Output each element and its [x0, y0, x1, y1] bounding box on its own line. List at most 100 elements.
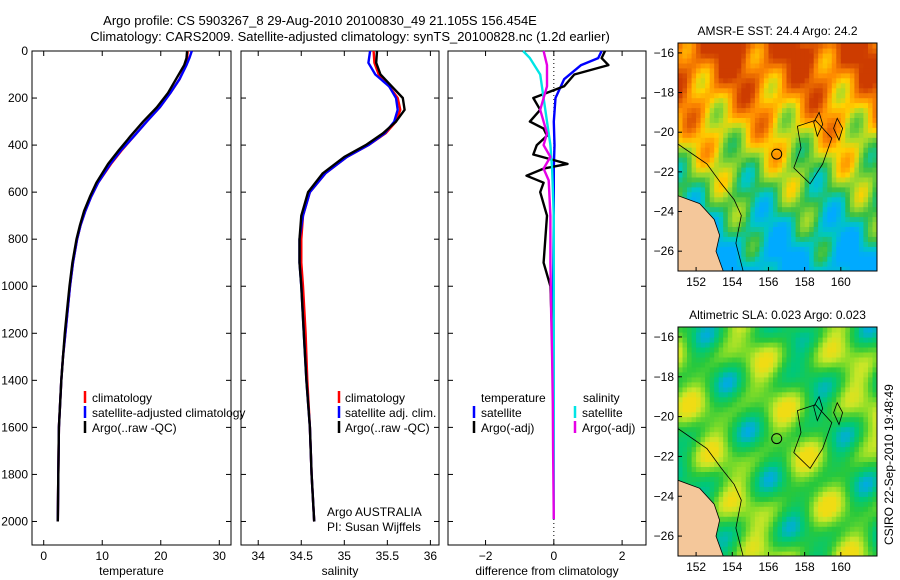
map-cell: [687, 366, 693, 373]
map-cell: [777, 241, 783, 247]
map-cell: [845, 327, 851, 333]
map-cell: [768, 416, 774, 423]
map-cell: [727, 117, 733, 123]
map-cell: [714, 181, 720, 188]
map-cell: [741, 181, 747, 188]
map-cell: [800, 526, 806, 532]
map-cell: [822, 162, 828, 168]
map-cell: [682, 97, 688, 104]
map-cell: [804, 196, 810, 203]
map-cell: [759, 107, 765, 113]
map-cell: [718, 541, 724, 547]
map-cell: [682, 181, 688, 188]
map-cell: [727, 541, 733, 547]
map-cell: [723, 351, 729, 358]
map-cell: [732, 346, 738, 353]
map-cell: [822, 456, 828, 462]
map-cell: [709, 341, 715, 348]
map-cell: [831, 391, 837, 398]
map-cell: [854, 256, 860, 262]
map-cell: [705, 401, 711, 408]
map-cell: [827, 361, 833, 368]
map-cell: [840, 261, 846, 267]
map-cell: [786, 551, 792, 556]
map-cell: [809, 466, 815, 472]
map-cell: [822, 251, 828, 257]
map-cell: [822, 97, 828, 104]
map-cell: [836, 132, 842, 138]
map-cell: [745, 206, 751, 213]
map-cell: [822, 506, 828, 512]
map-cell: [759, 72, 765, 79]
map-cell: [773, 67, 779, 74]
map-cell: [754, 147, 760, 153]
map-cell: [723, 256, 729, 262]
map-cell: [818, 221, 824, 227]
map-cell: [863, 526, 869, 532]
map-cell: [705, 431, 711, 438]
map-cell: [831, 431, 837, 438]
map-cell: [791, 501, 797, 507]
map-cell: [868, 476, 874, 482]
map-cell: [745, 327, 751, 333]
map-cell: [768, 166, 774, 173]
map-cell: [872, 426, 877, 433]
map-cell: [745, 127, 751, 133]
map-cell: [800, 551, 806, 556]
map-cell: [791, 43, 797, 49]
map-cell: [849, 416, 855, 423]
depth-contour: [678, 428, 744, 556]
legend-salinity: climatology satellite adj. clim. Argo(..…: [327, 391, 436, 534]
map-cell: [727, 461, 733, 467]
map-cell: [773, 386, 779, 393]
map-cell: [813, 186, 819, 193]
map-cell: [791, 506, 797, 512]
map-cell: [845, 476, 851, 482]
map-cell: [700, 351, 706, 358]
map-cell: [705, 142, 711, 148]
map-cell: [872, 216, 877, 223]
map-cell: [709, 376, 715, 383]
map-cell: [777, 186, 783, 193]
map-cell: [782, 376, 788, 383]
map-cell: [831, 107, 837, 113]
map-cell: [872, 337, 877, 343]
map-cell: [827, 327, 833, 333]
map-cell: [678, 142, 684, 148]
map-cell: [723, 72, 729, 79]
map-cell: [849, 226, 855, 232]
map-cell: [868, 391, 874, 398]
map-cell: [727, 337, 733, 343]
map-cell: [687, 396, 693, 403]
map-cell: [768, 246, 774, 252]
map-cell: [854, 261, 860, 267]
map-cell: [705, 456, 711, 462]
map-cell: [845, 266, 851, 271]
map-cell: [845, 132, 851, 138]
map-cell: [863, 77, 869, 84]
map-cell: [831, 496, 837, 502]
map-cell: [773, 117, 779, 123]
map-cell: [836, 211, 842, 218]
map-cell: [872, 241, 877, 247]
map-cell: [763, 241, 769, 247]
map-cell: [791, 52, 797, 59]
map-cell: [868, 451, 874, 458]
map-cell: [709, 361, 715, 368]
map-cell: [791, 62, 797, 69]
map-cell: [836, 127, 842, 133]
map-cell: [723, 356, 729, 363]
map-cell: [818, 361, 824, 368]
map-cell: [800, 396, 806, 403]
map-cell: [791, 216, 797, 223]
map-cell: [718, 446, 724, 453]
map-cell: [705, 82, 711, 89]
map-cell: [831, 531, 837, 537]
map-cell: [750, 87, 756, 94]
map-cell: [687, 77, 693, 84]
map-cell: [678, 57, 684, 64]
map-cell: [709, 112, 715, 118]
map-cell: [691, 396, 697, 403]
map-cell: [727, 122, 733, 128]
map-cell: [696, 391, 702, 398]
